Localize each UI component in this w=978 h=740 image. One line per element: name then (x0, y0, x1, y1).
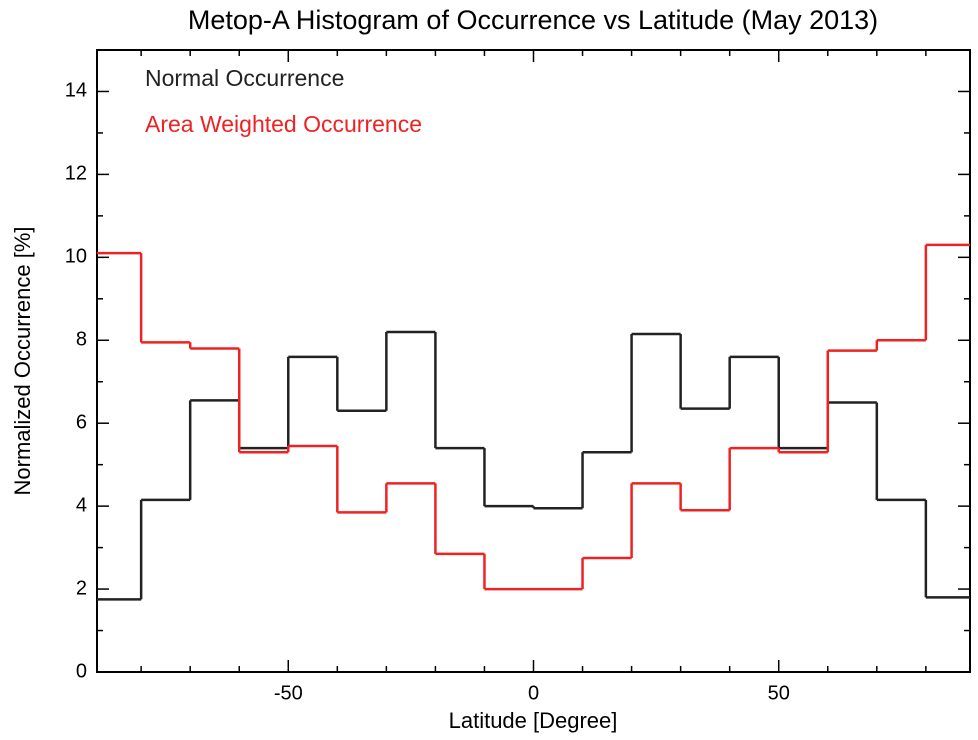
x-tick-label: 0 (528, 682, 539, 704)
legend-entry: Normal Occurrence (145, 65, 344, 91)
data-layer (97, 243, 970, 601)
y-axis-label: Normalized Occurrence [%] (10, 227, 35, 496)
chart-title: Metop-A Histogram of Occurrence vs Latit… (188, 5, 878, 35)
legend-entry: Area Weighted Occurrence (145, 111, 422, 137)
y-tick-label: 8 (76, 329, 87, 351)
y-tick-label: 4 (76, 494, 87, 516)
y-tick-label: 12 (65, 163, 87, 185)
y-tick-label: 0 (76, 660, 87, 682)
plot-frame (96, 49, 971, 673)
x-tick-label: 50 (768, 682, 790, 704)
x-tick-label: -50 (274, 682, 303, 704)
x-axis-label: Latitude [Degree] (449, 708, 618, 733)
y-tick-label: 6 (76, 411, 87, 433)
y-tick-label: 2 (76, 577, 87, 599)
y-tick-label: 10 (65, 246, 87, 268)
y-tick-label: 14 (65, 80, 87, 102)
